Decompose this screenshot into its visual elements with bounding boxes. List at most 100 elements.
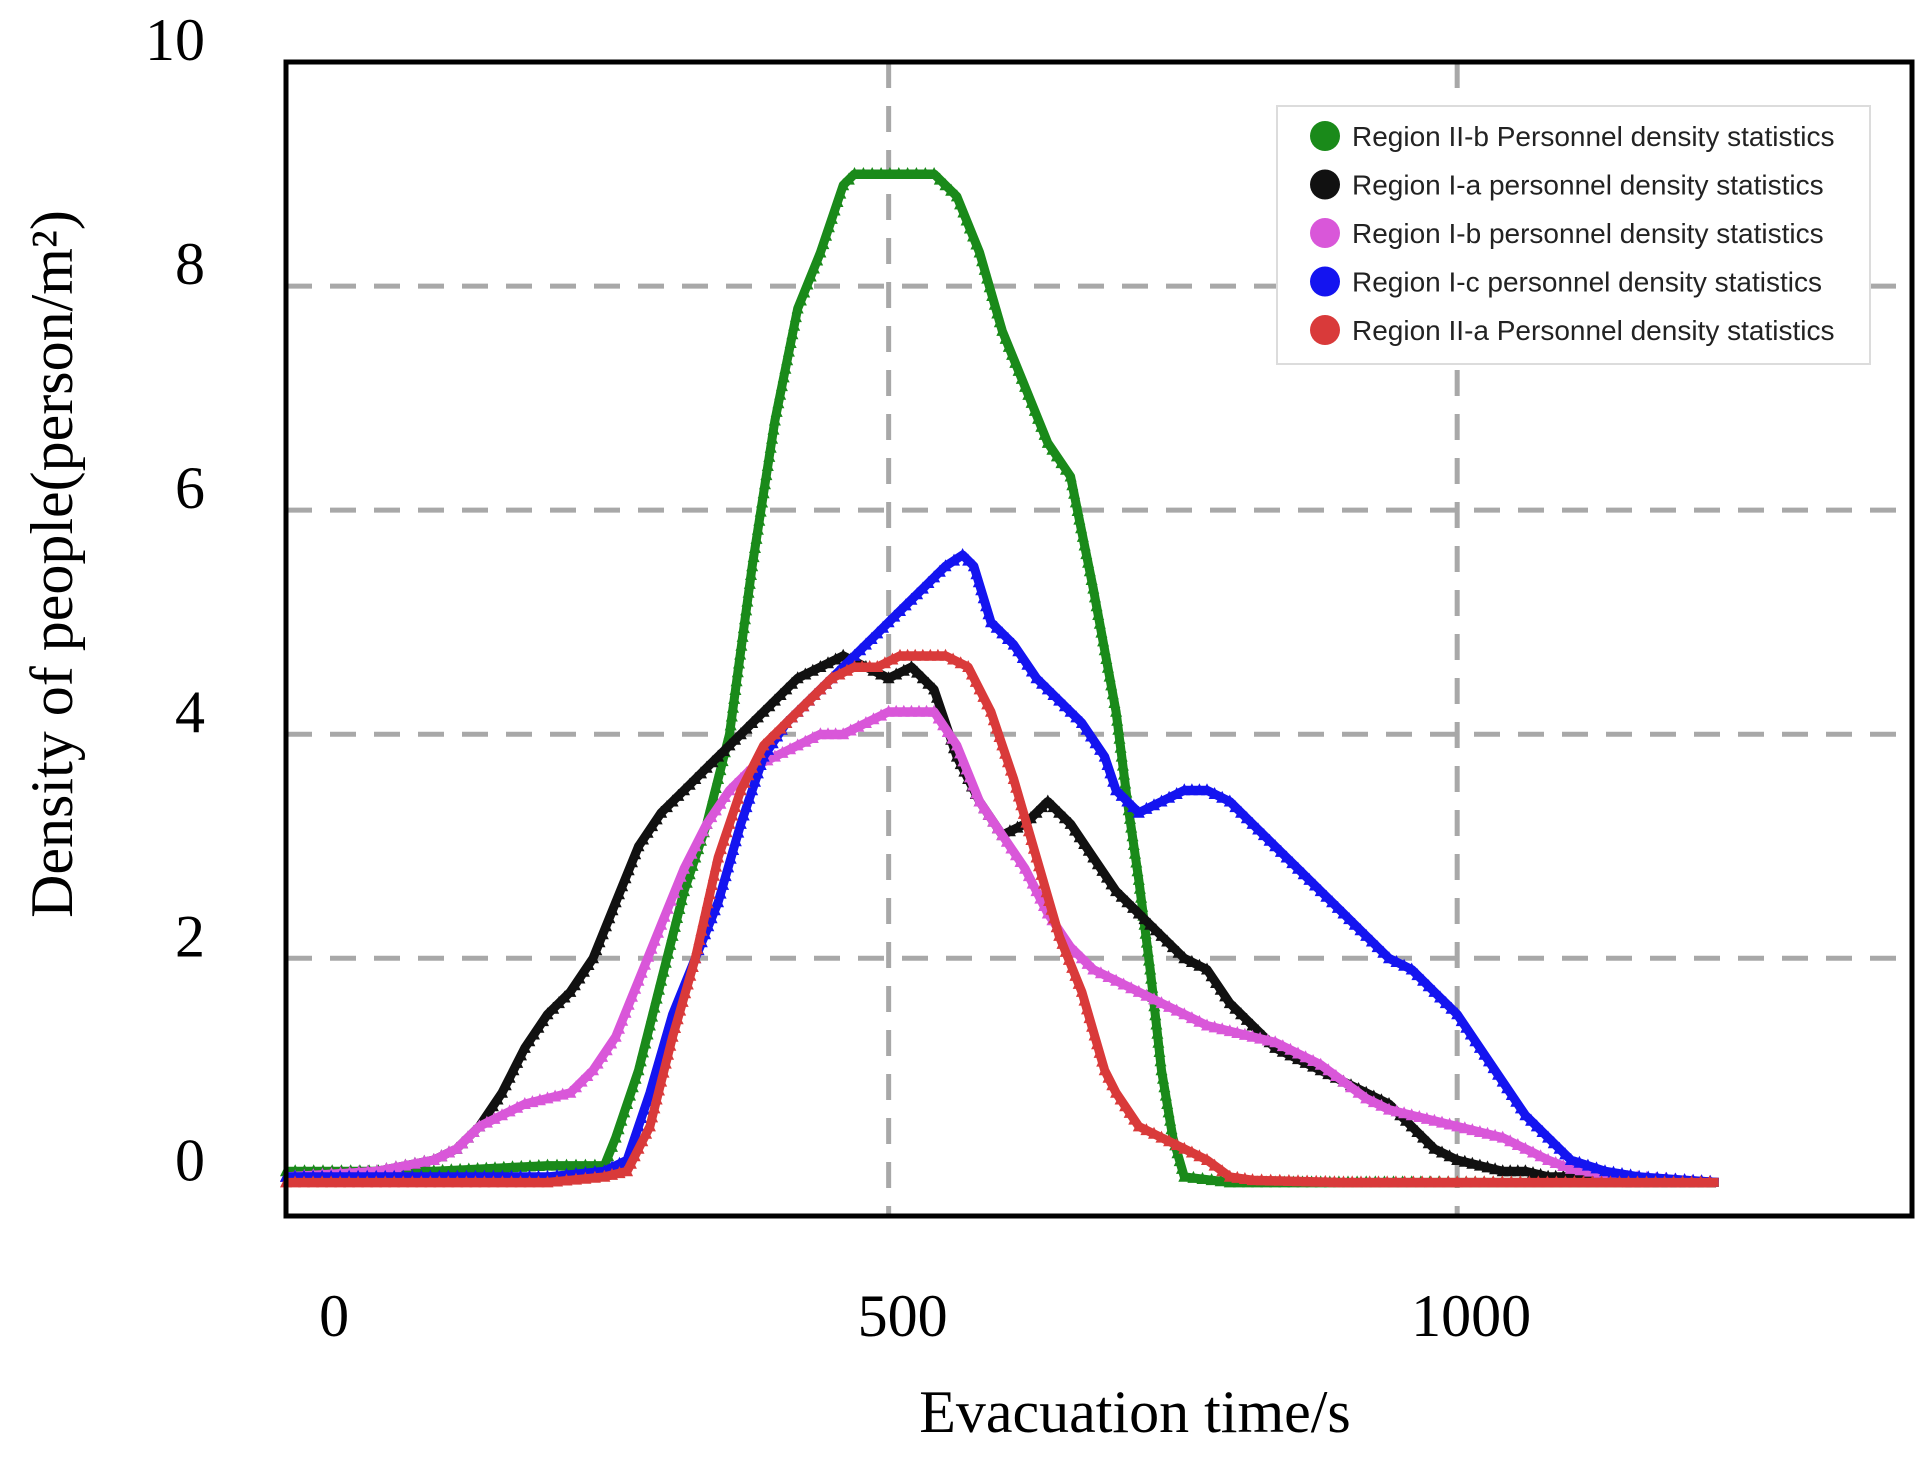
series-marker	[973, 794, 986, 807]
series-marker	[822, 220, 835, 233]
series-marker	[1613, 1175, 1626, 1188]
series-marker	[806, 663, 819, 676]
series-marker	[732, 791, 744, 804]
series-marker	[987, 814, 1000, 827]
series-marker	[1519, 1141, 1532, 1154]
series-marker	[1155, 1063, 1168, 1076]
series-marker	[515, 1159, 528, 1172]
series-marker	[1451, 1007, 1464, 1020]
series-marker	[1297, 867, 1310, 880]
series-marker	[632, 1119, 645, 1132]
series-marker	[1041, 435, 1054, 448]
series-marker	[1114, 740, 1127, 753]
series-marker	[646, 1009, 659, 1022]
series-marker	[370, 1175, 383, 1188]
series-marker	[1246, 816, 1259, 829]
y-tick-label: 4	[175, 679, 205, 745]
legend-label: Region I-c personnel density statistics	[1352, 267, 1822, 298]
series-marker	[1280, 850, 1293, 863]
series-marker	[1055, 456, 1068, 469]
series-marker	[471, 1162, 484, 1174]
series-marker	[875, 708, 888, 721]
series-marker	[655, 1074, 668, 1087]
series-marker	[734, 783, 747, 796]
series-marker	[1345, 1080, 1357, 1093]
series-marker	[1229, 800, 1242, 813]
series-marker	[1464, 1027, 1477, 1040]
series-marker	[1320, 889, 1333, 902]
series-marker	[1451, 1175, 1464, 1188]
series-marker	[1238, 1027, 1251, 1040]
series-marker	[1417, 973, 1430, 986]
series-marker	[724, 718, 737, 731]
series-marker	[1155, 1130, 1168, 1143]
series-marker	[1371, 940, 1384, 953]
series-marker	[629, 1071, 642, 1084]
series-marker	[655, 917, 668, 930]
series-marker	[1301, 1174, 1314, 1187]
series-marker	[814, 245, 827, 258]
legend-swatch	[1310, 315, 1340, 345]
y-axis-title: Density of people(person/m²)	[19, 210, 85, 918]
series-marker	[1155, 794, 1168, 807]
series-marker	[1511, 1138, 1524, 1150]
series-marker	[1559, 1147, 1572, 1160]
series-marker	[911, 665, 924, 678]
series-marker	[379, 1175, 392, 1188]
series-marker	[844, 723, 857, 736]
series-marker	[1093, 616, 1106, 629]
series-marker	[709, 781, 722, 793]
series-marker	[1360, 1091, 1373, 1104]
series-marker	[653, 1083, 665, 1096]
series-marker	[738, 775, 751, 788]
series-marker	[725, 709, 738, 722]
series-marker	[1282, 1174, 1295, 1186]
series-marker	[1111, 713, 1124, 726]
series-marker	[788, 318, 801, 331]
series-marker	[1020, 815, 1033, 828]
series-marker	[761, 459, 774, 471]
series-marker	[1121, 895, 1134, 908]
series-marker	[1068, 486, 1081, 499]
series-marker	[1214, 1174, 1227, 1187]
series-marker	[596, 927, 609, 940]
series-marker	[1129, 846, 1141, 859]
series-marker	[1073, 512, 1086, 525]
series-marker	[730, 674, 743, 687]
series-marker	[1106, 687, 1119, 700]
series-marker	[763, 449, 776, 462]
series-marker	[727, 700, 739, 713]
series-marker	[1094, 966, 1107, 979]
series-marker	[1428, 984, 1441, 997]
series-marker	[1445, 1001, 1458, 1014]
series-marker	[1105, 877, 1118, 890]
series-marker	[1235, 805, 1248, 818]
series-marker	[648, 933, 661, 946]
series-marker	[1187, 1170, 1200, 1183]
series-marker	[1274, 844, 1287, 857]
series-marker	[1144, 962, 1157, 975]
series-marker	[596, 1049, 609, 1062]
series-marker	[621, 1164, 634, 1177]
legend-swatch	[1310, 121, 1340, 151]
series-marker	[1011, 820, 1024, 833]
series-marker	[991, 306, 1004, 319]
series-marker	[1117, 977, 1130, 990]
series-marker	[361, 1175, 374, 1188]
series-marker	[1492, 1067, 1505, 1080]
series-marker	[978, 801, 991, 814]
series-marker	[637, 1045, 649, 1058]
series-marker	[606, 1160, 618, 1173]
series-marker	[707, 868, 720, 881]
series-marker	[643, 1119, 656, 1132]
legend: Region II-b Personnel density statistics…	[1276, 105, 1871, 365]
series-marker	[380, 1162, 393, 1175]
series-marker	[734, 647, 747, 660]
series-marker	[488, 1111, 501, 1124]
series-marker	[609, 895, 622, 908]
series-marker	[506, 1160, 519, 1173]
series-marker	[1128, 1112, 1141, 1125]
series-marker	[1143, 953, 1155, 966]
series-marker	[591, 1056, 604, 1069]
series-marker	[1066, 478, 1079, 491]
